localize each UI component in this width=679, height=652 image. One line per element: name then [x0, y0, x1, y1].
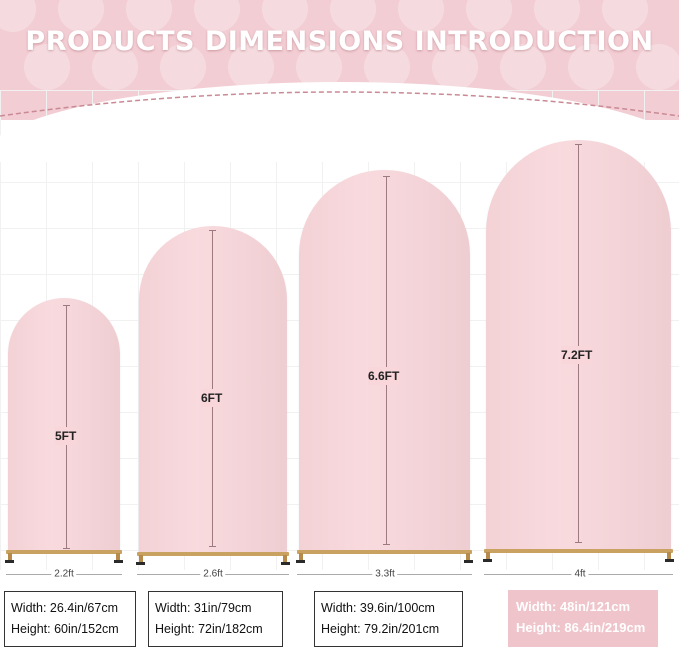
spec-height: Height: 60in/152cm [11, 622, 119, 636]
spec-height: Height: 72in/182cm [155, 622, 263, 636]
arch-5ft [8, 298, 120, 550]
arch-stand [137, 552, 289, 556]
arch-stand [6, 550, 122, 554]
height-label: 5FT [55, 427, 77, 445]
spec-box-6-6ft: Width: 39.6in/100cm Height: 79.2in/201cm [314, 591, 463, 647]
height-measure-line [386, 176, 387, 544]
wave-dashed-line [0, 91, 679, 117]
height-label: 7.2FT [561, 346, 593, 364]
arch-stand [484, 549, 673, 553]
spec-width: Width: 26.4in/67cm [11, 601, 118, 615]
height-measure-line [212, 230, 213, 546]
spec-height: Height: 79.2in/201cm [321, 622, 440, 636]
spec-height: Height: 86.4in/219cm [516, 620, 646, 635]
arch-stand [297, 550, 472, 554]
spec-box-5ft: Width: 26.4in/67cm Height: 60in/152cm [4, 591, 136, 647]
spec-width: Width: 31in/79cm [155, 601, 252, 615]
height-label: 6.6FT [368, 367, 400, 385]
spec-width: Width: 48in/121cm [516, 599, 631, 614]
height-label: 6FT [201, 389, 223, 407]
page-title: PRODUCTS DIMENSIONS INTRODUCTION [25, 26, 654, 57]
arch-6-6ft [299, 170, 470, 550]
width-label: 3.3ft [372, 568, 398, 580]
width-label: 2.2ft [51, 568, 77, 580]
spec-box-6ft: Width: 31in/79cm Height: 72in/182cm [148, 591, 283, 647]
spec-box-7-2ft: Width: 48in/121cm Height: 86.4in/219cm [508, 590, 658, 647]
height-measure-line [66, 305, 67, 548]
height-measure-line [578, 144, 579, 542]
width-label: 2.6ft [200, 568, 226, 580]
spec-width: Width: 39.6in/100cm [321, 601, 435, 615]
width-label: 4ft [571, 568, 589, 580]
